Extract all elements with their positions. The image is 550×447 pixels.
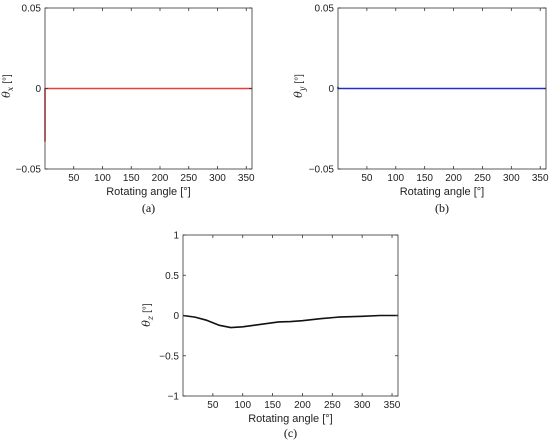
chart-2-x-tick-label: 250: [474, 173, 491, 184]
chart-2-y-axis-subscript: y: [298, 86, 307, 92]
chart-3-panel-label: (c): [284, 426, 297, 440]
chart-2-series-line: [337, 86, 546, 90]
chart-1-y-axis-label: θx [°]: [0, 74, 15, 98]
chart-2-x-tick-label: 150: [416, 173, 433, 184]
chart-2-y-tick-label: 0.05: [315, 4, 335, 15]
chart-3-x-tick-label: 350: [384, 400, 401, 411]
chart-1-y-tick-label: 0: [35, 84, 41, 95]
chart-1-panel-label: (a): [142, 201, 155, 215]
chart-3-y-axis-symbol: θ: [140, 320, 153, 327]
chart-2-panel-label: (b): [435, 201, 449, 215]
chart-2-x-tick-label: 100: [387, 173, 404, 184]
chart-3-y-axis-subscript: z: [146, 315, 155, 321]
chart-3-x-tick-label: 150: [264, 400, 281, 411]
chart-3-y-tick-label: 1: [173, 231, 179, 242]
chart-3-y-tick-label: −0.5: [159, 351, 179, 362]
chart-3-x-tick-label: 50: [207, 400, 219, 411]
chart-3-x-axis-label: Rotating angle [°]: [248, 413, 333, 425]
chart-3-series-line: [182, 314, 398, 329]
chart-3-y-tick-label: 0.5: [165, 271, 179, 282]
chart-2-x-tick-label: 300: [503, 173, 520, 184]
chart-2-y-tick-label: 0: [328, 84, 334, 95]
chart-2-y-tick-label: −0.05: [309, 165, 335, 176]
chart-3-x-tick-label: 300: [354, 400, 371, 411]
chart-2-x-tick-label: 50: [361, 173, 373, 184]
chart-2-x-axis-label: Rotating angle [°]: [400, 186, 485, 198]
chart-1-series-line: [44, 87, 252, 142]
chart-1-y-axis-symbol: θ: [0, 91, 13, 98]
chart-1-y-tick-label: −0.05: [16, 165, 42, 176]
chart-3-x-tick-label: 250: [324, 400, 341, 411]
chart-3: 50 100 150 200 250 300 350 −1 −0.5 0 0.5 1 Rotating …: [140, 231, 401, 441]
chart-1-y-axis-subscript: x: [6, 86, 15, 91]
chart-2-y-axis-unit: [°]: [294, 74, 305, 84]
chart-3-y-axis-label: θz [°]: [140, 303, 155, 327]
chart-2-x-tick-label: 350: [532, 173, 549, 184]
chart-2-y-axis-label: θy [°]: [292, 74, 307, 98]
chart-1-x-tick-label: 150: [123, 173, 140, 184]
chart-1-y-tick-label: 0.05: [22, 4, 42, 15]
chart-3-y-tick-label: −1: [168, 392, 180, 403]
chart-1-x-axis-label: Rotating angle [°]: [106, 186, 191, 198]
chart-1-x-tick-label: 100: [94, 173, 111, 184]
chart-1-x-tick-label: 200: [152, 173, 169, 184]
chart-1-x-tick-label: 50: [68, 173, 80, 184]
chart-2-x-tick-label: 200: [445, 173, 462, 184]
chart-1-x-tick-label: 300: [209, 173, 226, 184]
chart-1: 50 100 150 200 250 300 350 −0.05 0 0.05 Rotating a…: [0, 4, 255, 216]
chart-3-x-tick-label: 100: [234, 400, 251, 411]
chart-3-x-tick-label: 200: [294, 400, 311, 411]
chart-3-y-tick-label: 0: [173, 311, 179, 322]
chart-1-y-axis-unit: [°]: [2, 74, 13, 84]
chart-2-y-axis-symbol: θ: [292, 91, 305, 98]
chart-1-x-tick-label: 350: [238, 173, 255, 184]
chart-3-y-axis-unit: [°]: [142, 303, 153, 313]
chart-1-x-tick-label: 250: [180, 173, 197, 184]
chart-2: 50 100 150 200 250 300 350 −0.05 0 0.05 Rotating a…: [292, 4, 549, 216]
